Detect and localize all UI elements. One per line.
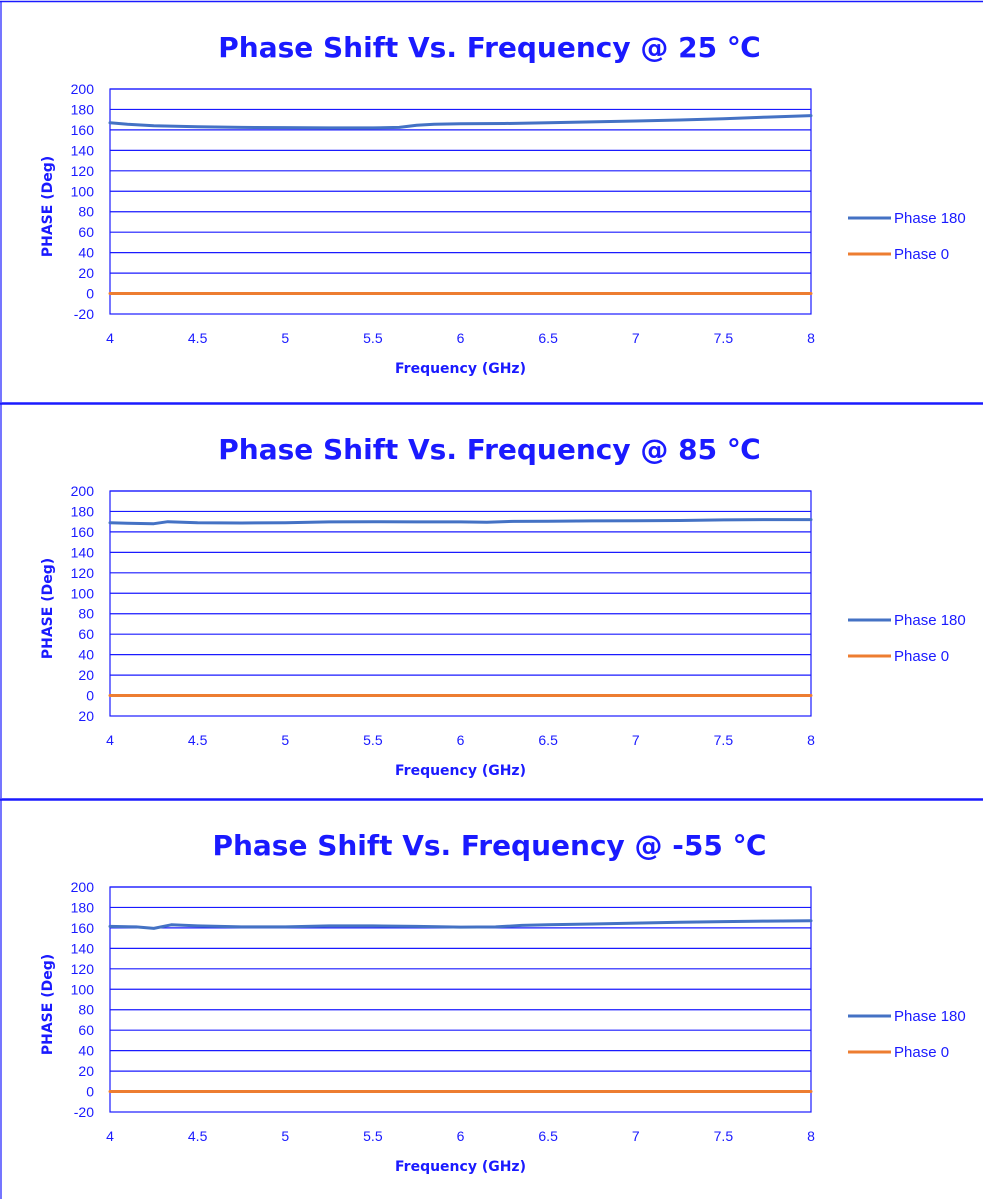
x-tick-label: 5 [281, 330, 289, 346]
x-tick-label: 8 [807, 330, 815, 346]
y-tick-label: 0 [86, 286, 94, 302]
y-tick-label: 80 [78, 204, 94, 220]
series-line [108, 114, 813, 130]
y-tick-label: 200 [71, 483, 95, 499]
y-tick-label: 40 [78, 647, 94, 663]
y-tick-label: 200 [71, 81, 95, 97]
y-tick-label: 0 [86, 1084, 94, 1100]
x-axis-label: Frequency (GHz) [395, 361, 526, 377]
y-tick-label: 20 [78, 708, 94, 724]
chart-title: Phase Shift Vs. Frequency @ -55 ℃ [212, 829, 766, 862]
y-axis-label: PHASE (Deg) [40, 156, 56, 257]
chart-title: Phase Shift Vs. Frequency @ 85 ℃ [218, 433, 761, 466]
chart-svg: Phase Shift Vs. Frequency @ 85 ℃20018016… [0, 402, 983, 798]
y-tick-label: 120 [71, 565, 95, 581]
plot-area [109, 88, 812, 315]
y-tick-label: 140 [71, 940, 95, 956]
x-tick-label: 6 [457, 732, 465, 748]
y-tick-label: 40 [78, 245, 94, 261]
y-tick-label: 120 [71, 163, 95, 179]
chart-panel: Phase Shift Vs. Frequency @ 85 ℃ 200 180 16… [0, 402, 983, 798]
legend-entry: Phase 180 [894, 1008, 966, 1025]
series-line [108, 518, 813, 526]
y-tick-label: 120 [71, 961, 95, 977]
y-tick-label: 100 [71, 183, 95, 199]
y-tick-label: 160 [71, 122, 95, 138]
x-tick-label: 7 [632, 330, 640, 346]
y-tick-label: 60 [78, 1022, 94, 1038]
y-tick-label: 160 [71, 920, 95, 936]
legend-entry: Phase 0 [894, 246, 949, 263]
x-tick-label: 4 [106, 330, 114, 346]
y-tick-label: 180 [71, 899, 95, 915]
x-tick-label: 4.5 [188, 1128, 208, 1144]
y-tick-label: 200 [71, 879, 95, 895]
x-tick-label: 7 [632, 732, 640, 748]
y-tick-label: 20 [78, 667, 94, 683]
x-tick-label: 5.5 [363, 330, 383, 346]
x-tick-label: 6.5 [538, 1128, 558, 1144]
y-tick-label: 20 [78, 265, 94, 281]
chart-panel: Phase Shift Vs. Frequency @ 25 ℃ 200 180 16… [0, 0, 983, 402]
x-tick-label: 8 [807, 1128, 815, 1144]
y-tick-label: 100 [71, 981, 95, 997]
plot-area [109, 490, 812, 717]
legend-entry: Phase 180 [894, 612, 966, 629]
x-tick-label: 8 [807, 732, 815, 748]
legend-entry: Phase 0 [894, 1044, 949, 1061]
x-tick-label: 4 [106, 1128, 114, 1144]
x-tick-label: 6.5 [538, 330, 558, 346]
y-tick-label: 160 [71, 524, 95, 540]
x-tick-label: 4.5 [188, 732, 208, 748]
x-tick-label: 5 [281, 732, 289, 748]
x-tick-label: 6 [457, 1128, 465, 1144]
y-tick-label: 20 [78, 1063, 94, 1079]
y-tick-label: 100 [71, 585, 95, 601]
y-tick-label: 140 [71, 544, 95, 560]
x-tick-label: 7 [632, 1128, 640, 1144]
chart-svg: Phase Shift Vs. Frequency @ -55 ℃2001801… [0, 798, 983, 1199]
chart-svg: Phase Shift Vs. Frequency @ 25 ℃20018016… [0, 0, 983, 402]
x-tick-label: 5.5 [363, 1128, 383, 1144]
y-tick-label: -20 [74, 1104, 94, 1120]
x-tick-label: 4 [106, 732, 114, 748]
chart-title: Phase Shift Vs. Frequency @ 25 ℃ [218, 31, 761, 64]
y-tick-label: 40 [78, 1043, 94, 1059]
legend-entry: Phase 180 [894, 210, 966, 227]
plot-area [109, 886, 812, 1113]
y-tick-label: 180 [71, 101, 95, 117]
y-tick-label: 140 [71, 142, 95, 158]
x-tick-label: 6.5 [538, 732, 558, 748]
x-tick-label: 4.5 [188, 330, 208, 346]
y-tick-label: 80 [78, 606, 94, 622]
x-tick-label: 7.5 [714, 1128, 734, 1144]
x-tick-label: 7.5 [714, 732, 734, 748]
chart-panel: Phase Shift Vs. Frequency @ -55 ℃ 200 180 1… [0, 798, 983, 1199]
x-tick-label: 7.5 [714, 330, 734, 346]
y-tick-label: 0 [86, 688, 94, 704]
x-axis-label: Frequency (GHz) [395, 763, 526, 779]
y-axis-label: PHASE (Deg) [40, 558, 56, 659]
x-tick-label: 5.5 [363, 732, 383, 748]
y-tick-label: 60 [78, 626, 94, 642]
x-axis-label: Frequency (GHz) [395, 1159, 526, 1175]
y-tick-label: 80 [78, 1002, 94, 1018]
x-tick-label: 6 [457, 330, 465, 346]
series-line [108, 919, 813, 930]
y-tick-label: 60 [78, 224, 94, 240]
y-tick-label: -20 [74, 306, 94, 322]
y-tick-label: 180 [71, 503, 95, 519]
y-axis-label: PHASE (Deg) [40, 954, 56, 1055]
legend-entry: Phase 0 [894, 648, 949, 665]
x-tick-label: 5 [281, 1128, 289, 1144]
